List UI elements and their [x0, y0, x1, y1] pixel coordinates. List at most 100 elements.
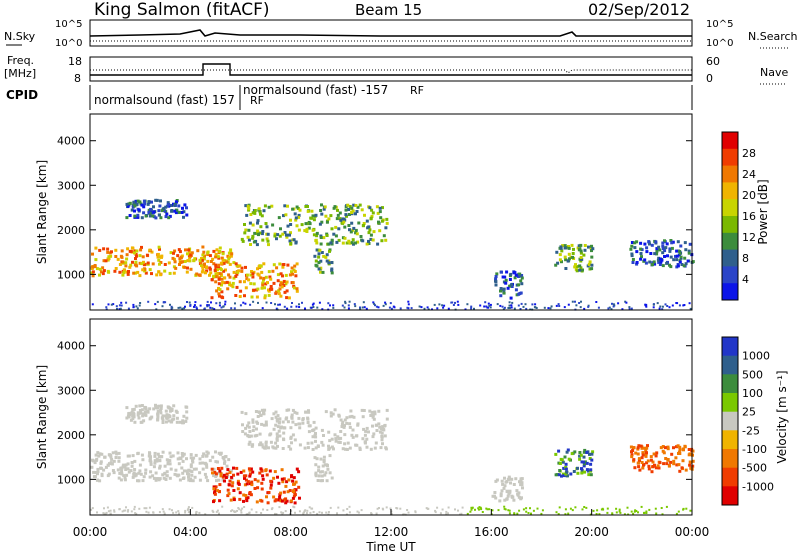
- echo-cell: [311, 303, 314, 306]
- echo-cell: [124, 509, 127, 512]
- echo-cell: [574, 263, 577, 267]
- echo-cell: [625, 301, 628, 304]
- echo-cell: [666, 254, 669, 258]
- echo-cell: [500, 479, 504, 483]
- echo-cell: [228, 275, 232, 279]
- echo-cell: [322, 236, 326, 240]
- echo-cell: [686, 259, 690, 263]
- echo-cell: [361, 437, 365, 441]
- echo-cell: [310, 441, 314, 445]
- echo-cell: [94, 453, 98, 457]
- echo-cell: [214, 460, 218, 464]
- echo-cell: [382, 304, 385, 307]
- echo-cell: [188, 259, 192, 263]
- echo-cell: [238, 295, 242, 298]
- echo-cell: [282, 437, 285, 441]
- echo-cell: [106, 269, 110, 273]
- echo-cell: [290, 270, 293, 274]
- echo-cell: [216, 509, 219, 512]
- echo-cell: [161, 450, 165, 454]
- echo-cell: [134, 260, 138, 264]
- echo-cell: [345, 448, 349, 451]
- echo-cell: [445, 513, 448, 516]
- echo-cell: [270, 204, 274, 208]
- echo-cell: [118, 508, 121, 511]
- echo-cell: [357, 511, 360, 514]
- echo-cell: [619, 511, 622, 514]
- ytick-label: 2000: [57, 224, 85, 237]
- echo-cell: [159, 455, 163, 459]
- echo-cell: [312, 218, 316, 222]
- echo-cell: [135, 254, 138, 258]
- echo-cell: [319, 242, 323, 246]
- echo-cell: [263, 296, 267, 300]
- echo-cell: [575, 269, 579, 273]
- echo-cell: [207, 304, 210, 307]
- echo-cell: [173, 249, 177, 253]
- echo-cell: [481, 511, 484, 513]
- echo-cell: [558, 253, 562, 257]
- echo-cell: [691, 449, 695, 453]
- echo-cell: [585, 468, 589, 472]
- echo-cell: [292, 286, 296, 290]
- echo-cell: [174, 468, 178, 472]
- echo-cell: [267, 491, 271, 494]
- echo-cell: [314, 263, 318, 267]
- echo-cell: [564, 465, 568, 469]
- echo-cell: [258, 410, 261, 414]
- echo-cell: [336, 213, 340, 217]
- echo-cell: [630, 453, 634, 457]
- echo-cell: [332, 304, 335, 307]
- echo-cell: [372, 432, 376, 436]
- echo-cell: [326, 464, 329, 468]
- echo-cell: [275, 432, 279, 436]
- echo-cell: [377, 422, 381, 426]
- echo-cell: [503, 306, 506, 309]
- echo-cell: [144, 471, 148, 475]
- echo-cell: [659, 257, 662, 261]
- echo-cell: [371, 238, 375, 242]
- echo-cell: [264, 468, 268, 472]
- echo-cell: [571, 252, 575, 255]
- echo-cell: [171, 454, 175, 458]
- echo-cell: [136, 411, 140, 415]
- echo-cell: [561, 460, 565, 464]
- echo-cell: [173, 203, 176, 207]
- echo-cell: [456, 300, 459, 303]
- echo-cell: [223, 259, 227, 263]
- echo-cell: [306, 421, 310, 424]
- echo-cell: [140, 404, 144, 407]
- echo-cell: [580, 471, 584, 475]
- echo-cell: [275, 437, 279, 441]
- echo-cell: [166, 201, 170, 205]
- echo-cell: [320, 203, 323, 207]
- echo-cell: [168, 214, 172, 218]
- echo-cell: [679, 255, 683, 259]
- echo-cell: [564, 267, 568, 270]
- echo-cell: [234, 294, 238, 297]
- echo-cell: [361, 224, 365, 227]
- echo-cell: [282, 477, 286, 481]
- echo-cell: [583, 244, 587, 247]
- echo-cell: [369, 233, 373, 237]
- echo-cell: [283, 290, 287, 294]
- echo-cell: [146, 409, 150, 413]
- echo-cell: [184, 305, 186, 308]
- echo-cell: [675, 445, 678, 449]
- echo-cell: [295, 224, 299, 228]
- echo-cell: [202, 250, 206, 254]
- echo-cell: [278, 493, 282, 497]
- echo-cell: [466, 512, 469, 515]
- echo-cell: [154, 478, 158, 482]
- echo-cell: [216, 460, 219, 464]
- echo-cell: [293, 270, 297, 273]
- echo-cell: [216, 268, 220, 272]
- echo-cell: [127, 454, 131, 458]
- echo-cell: [174, 200, 178, 204]
- echo-cell: [624, 300, 627, 303]
- echo-cell: [268, 433, 272, 437]
- echo-cell: [132, 303, 135, 306]
- echo-cell: [334, 439, 338, 443]
- echo-cell: [587, 473, 591, 477]
- freq-unit: [MHz]: [4, 67, 36, 80]
